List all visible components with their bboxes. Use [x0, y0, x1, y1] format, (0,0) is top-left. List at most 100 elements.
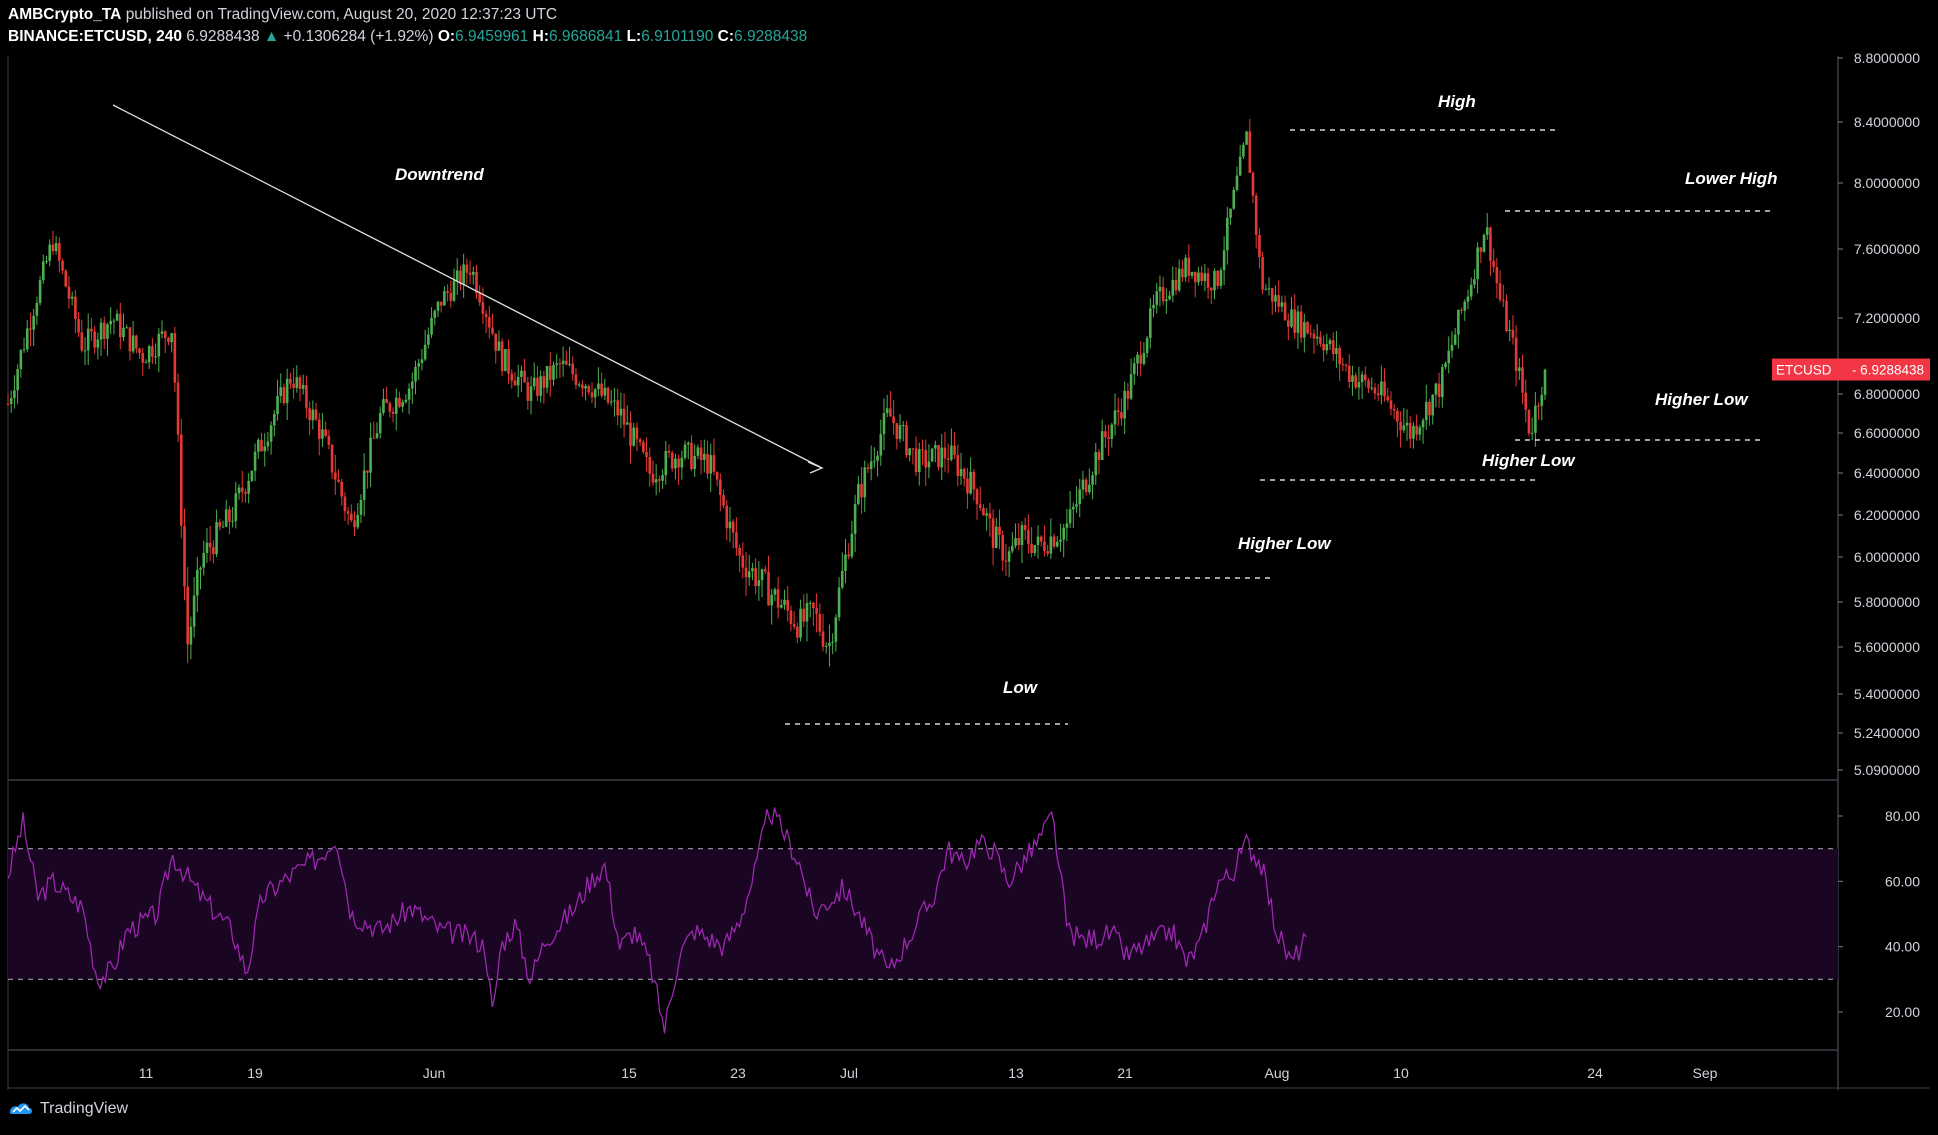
candle-body	[959, 468, 963, 477]
candle-body	[54, 243, 58, 252]
candle-body	[449, 292, 453, 301]
candle-body	[1049, 536, 1053, 554]
candle-body	[1447, 350, 1451, 364]
candle-body	[1492, 260, 1495, 268]
candle-body	[1415, 425, 1418, 435]
candle-body	[1052, 536, 1056, 547]
candle-body	[1149, 308, 1152, 338]
candle-body	[956, 454, 960, 477]
candle-body	[719, 479, 722, 495]
candle-body	[154, 356, 157, 358]
candle-body	[77, 319, 80, 333]
label-high: High	[1438, 92, 1476, 111]
candle-body	[584, 385, 587, 389]
candle-body	[693, 455, 696, 470]
price-tick-label: 8.8000000	[1854, 50, 1920, 66]
price-tick-label: 5.6000000	[1854, 639, 1920, 655]
candle-body	[1383, 381, 1386, 397]
candle-body	[237, 487, 241, 494]
candle-body	[1142, 353, 1146, 364]
chart-annotations: Downtrend High Lower High Higher Low Higher …	[112, 92, 1778, 725]
candle-body	[260, 439, 263, 452]
candle-body	[857, 484, 860, 505]
candle-body	[969, 471, 972, 494]
candle-body	[998, 526, 1001, 535]
high-label: H:	[532, 28, 549, 45]
price-tick-label: 5.8000000	[1854, 594, 1920, 610]
candle-body	[269, 425, 273, 442]
candle-body	[972, 471, 976, 490]
candle-body	[1405, 422, 1409, 426]
price-tick-label: 6.4000000	[1854, 465, 1920, 481]
candle-body	[638, 439, 642, 443]
candle-body	[577, 384, 581, 386]
candle-body	[1184, 257, 1187, 278]
candle-body	[343, 496, 347, 512]
candle-body	[215, 522, 218, 555]
candle-body	[122, 327, 125, 338]
candle-body	[439, 301, 443, 306]
candle-body	[1165, 299, 1168, 302]
candle-body	[282, 387, 286, 404]
candle-body	[789, 610, 793, 624]
candle-body	[256, 439, 260, 452]
candle-body	[818, 613, 822, 632]
tradingview-footer[interactable]: TradingView	[8, 1100, 128, 1118]
candle-body	[722, 494, 725, 506]
candle-body	[552, 364, 555, 380]
candle-body	[661, 475, 664, 481]
candle-body	[1540, 394, 1544, 406]
price-tick-label: 7.6000000	[1854, 241, 1920, 257]
price-change: +0.1306284 (+1.92%)	[283, 28, 434, 45]
time-tick-label: Jul	[840, 1065, 858, 1081]
candle-body	[1209, 287, 1213, 291]
candle-body	[539, 376, 542, 396]
price-tick-label: 5.4000000	[1854, 686, 1920, 702]
candle-body	[1062, 527, 1065, 540]
candle-body	[468, 272, 472, 275]
candle-body	[1354, 375, 1357, 388]
candle-body	[545, 365, 549, 388]
candle-body	[677, 458, 680, 468]
candle-body	[327, 435, 331, 445]
candle-body	[1030, 543, 1033, 554]
candle-body	[1290, 309, 1293, 327]
price-axis[interactable]: 8.8000000 8.4000000 8.0000000 7.6000000 7.20…	[1772, 50, 1930, 778]
candle-body	[29, 328, 32, 330]
candle-body	[1046, 551, 1049, 554]
candle-body	[1168, 295, 1171, 300]
candle-body	[834, 617, 838, 642]
candle-body	[699, 447, 703, 460]
symbol-label[interactable]: BINANCE:ETCUSD, 240	[8, 28, 182, 45]
time-tick-label: 10	[1393, 1065, 1409, 1081]
candle-body	[930, 448, 934, 462]
candle-body	[703, 453, 706, 460]
candle-body	[51, 244, 55, 252]
candle-body	[356, 514, 360, 528]
candle-body	[783, 599, 786, 606]
candle-body	[1508, 329, 1512, 332]
candle-body	[1094, 452, 1098, 476]
footer-brand: TradingView	[40, 1100, 129, 1117]
candle-body	[513, 380, 517, 386]
candle-body	[1421, 420, 1425, 428]
candle-body	[1181, 268, 1184, 278]
candle-body	[1335, 347, 1338, 354]
candle-body	[1043, 541, 1046, 552]
candle-body	[151, 346, 154, 357]
candle-body	[308, 408, 311, 421]
rsi-axis[interactable]: 80.00 60.00 40.00 20.00	[1838, 808, 1920, 1020]
author-name[interactable]: AMBCrypto_TA	[8, 6, 122, 23]
candle-body	[542, 376, 546, 388]
candle-body	[1264, 288, 1268, 290]
time-axis[interactable]: 11 19 Jun 15 23 Jul 13 21 Aug 10 24 Sep	[139, 1065, 1718, 1081]
candle-body	[632, 427, 636, 446]
candle-body	[744, 567, 748, 578]
candle-body	[1466, 296, 1470, 302]
candle-body	[924, 450, 928, 468]
candle-body	[943, 447, 947, 459]
candle-body	[80, 332, 84, 351]
candle-body	[885, 408, 889, 414]
price-badge-value: - 6.9288438	[1852, 363, 1924, 378]
candle-body	[160, 331, 164, 334]
